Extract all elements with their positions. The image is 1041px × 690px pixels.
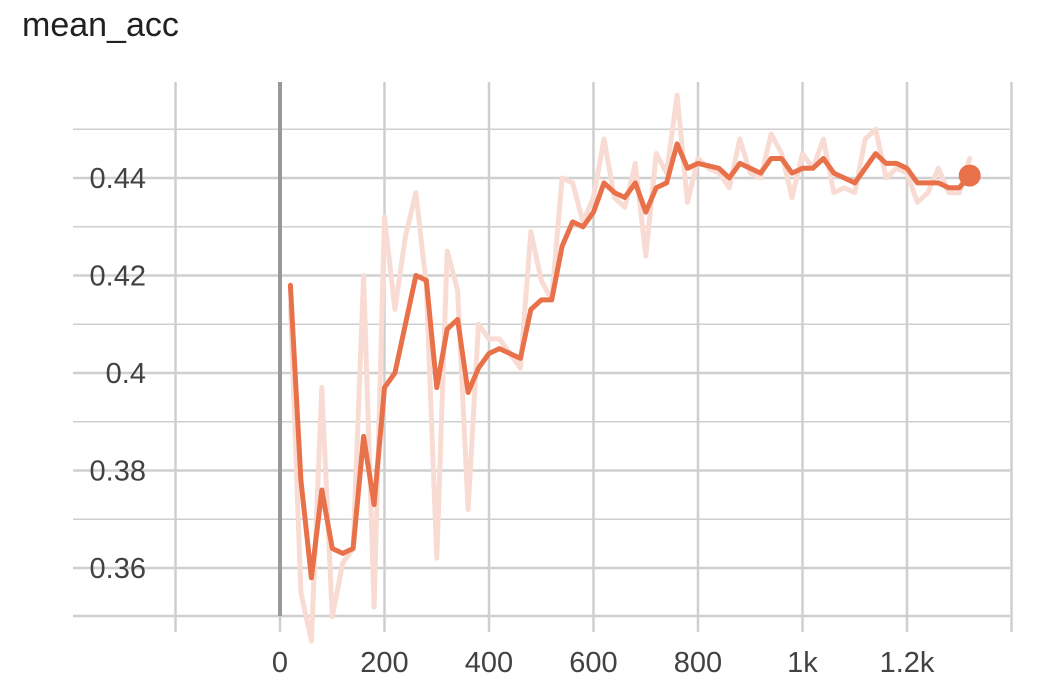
smoothed-series-line xyxy=(287,141,973,581)
tick-labels: 0.36 0.38 0.4 0.42 0.44 0 200 400 600 800 1k 1.2k xyxy=(90,163,935,679)
x-tick-label: 600 xyxy=(569,647,617,679)
x-tick-label: 1k xyxy=(787,647,818,679)
major-gridlines xyxy=(73,82,1013,632)
chart-title: mean_acc xyxy=(22,6,179,44)
minor-gridlines xyxy=(73,128,1010,520)
y-tick-label: 0.4 xyxy=(106,358,146,390)
y-tick-label: 0.44 xyxy=(90,163,146,195)
last-point-marker[interactable] xyxy=(958,164,981,187)
x-tick-label: 1.2k xyxy=(880,647,935,679)
x-tick-label: 0 xyxy=(272,647,288,679)
y-tick-label: 0.38 xyxy=(90,456,146,488)
y-tick-label: 0.36 xyxy=(90,553,146,585)
y-tick-label: 0.42 xyxy=(90,261,146,293)
series-layer xyxy=(287,92,981,644)
x-tick-label: 200 xyxy=(360,647,408,679)
x-tick-label: 400 xyxy=(465,647,513,679)
x-tick-label: 800 xyxy=(674,647,722,679)
